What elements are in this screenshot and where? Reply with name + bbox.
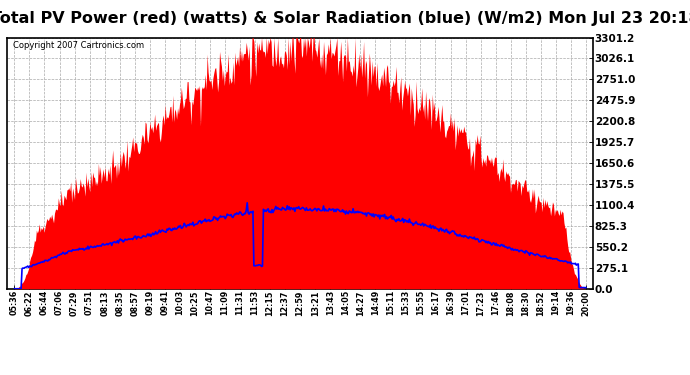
Text: Copyright 2007 Cartronics.com: Copyright 2007 Cartronics.com <box>13 41 144 50</box>
Text: Total PV Power (red) (watts) & Solar Radiation (blue) (W/m2) Mon Jul 23 20:18: Total PV Power (red) (watts) & Solar Rad… <box>0 11 690 26</box>
